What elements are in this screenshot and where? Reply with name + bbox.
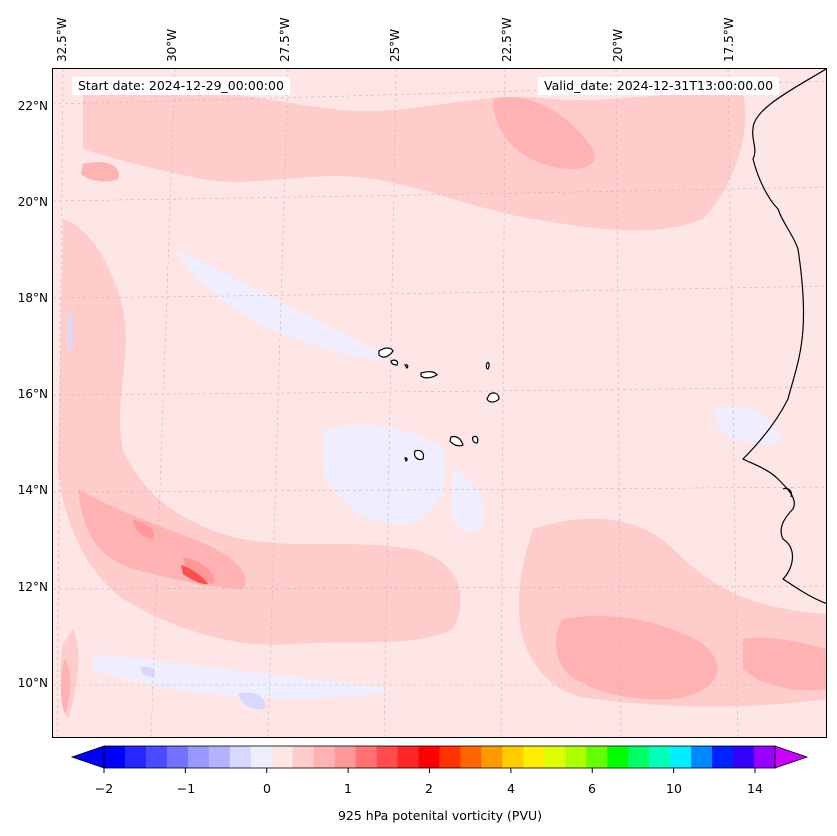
colorbar-cell	[124, 746, 147, 768]
colorbar-cell	[712, 746, 734, 768]
graticule	[53, 69, 826, 737]
colorbar-cell	[460, 746, 482, 768]
lat-label-10n: 10°N	[17, 676, 48, 690]
colorbar-outline	[103, 745, 776, 769]
valid-date-label: Valid_date: 2024-12-31T13:00:00.00	[538, 77, 780, 95]
colorbar-cell	[418, 746, 440, 768]
colorbar-title: 925 hPa potenital vorticity (PVU)	[337, 808, 543, 823]
pv-level-light-pink	[58, 86, 826, 719]
lat-label-16n: 16°N	[17, 387, 48, 401]
start-date-label: Start date: 2024-12-29_00:00:00	[72, 77, 290, 95]
colorbar-cell	[649, 746, 671, 768]
colorbar-cell	[502, 746, 524, 768]
cb-tick-label: 10	[666, 781, 682, 796]
lat-label-20n: 20°N	[17, 195, 48, 209]
lat-label-22n: 22°N	[17, 99, 48, 113]
lon-label-30w: 30°W	[165, 28, 179, 62]
colorbar-ticks	[103, 768, 756, 773]
pv-level-light-blue	[67, 309, 266, 710]
cb-tick-label: 14	[747, 781, 763, 796]
lat-label-12n: 12°N	[17, 580, 48, 594]
colorbar-cell	[544, 746, 566, 768]
lat-label-18n: 18°N	[17, 291, 48, 305]
lon-label-22-5w: 22.5°W	[500, 17, 514, 62]
colorbar-cell	[187, 746, 210, 768]
colorbar-under-triangle	[70, 745, 105, 769]
colorbar-cell	[754, 746, 776, 768]
colorbar-cell	[439, 746, 461, 768]
colorbar-cell	[334, 746, 357, 768]
pv-level-medium-pink	[60, 97, 826, 714]
colorbar-cell	[565, 746, 587, 768]
colorbar-cells	[104, 746, 776, 768]
cb-tick-label: 2	[425, 781, 433, 796]
colorbar-cell	[313, 746, 336, 768]
colorbar-cell	[607, 746, 629, 768]
map-panel	[52, 68, 827, 738]
colorbar-cell	[229, 746, 252, 768]
colorbar-cell	[104, 746, 126, 768]
colorbar-cell	[670, 746, 692, 768]
colorbar-cell	[166, 746, 189, 768]
colorbar-cell	[628, 746, 650, 768]
colorbar-cell	[586, 746, 608, 768]
colorbar-cell	[523, 746, 545, 768]
colorbar-cell	[733, 746, 755, 768]
lon-label-32-5w: 32.5°W	[55, 17, 69, 62]
cb-tick-label: −1	[176, 781, 196, 796]
pv-level-pale-blue	[93, 249, 783, 699]
colorbar-cell	[271, 746, 294, 768]
colorbar-cell	[250, 746, 273, 768]
colorbar-cell	[145, 746, 168, 768]
colorbar-cell	[397, 746, 420, 768]
lon-label-17-5w: 17.5°W	[722, 17, 736, 62]
cb-tick-label: 6	[588, 781, 596, 796]
colorbar-cell	[292, 746, 315, 768]
colorbar-cell	[481, 746, 503, 768]
lon-label-20w: 20°W	[611, 28, 625, 62]
cb-tick-label: 1	[344, 781, 352, 796]
colorbar-cell	[691, 746, 713, 768]
cb-tick-label: −2	[94, 781, 114, 796]
lon-label-27-5w: 27.5°W	[278, 17, 292, 62]
lat-label-14n: 14°N	[17, 483, 48, 497]
cb-tick-label: 4	[507, 781, 515, 796]
cb-tick-label: 0	[263, 781, 271, 796]
islands	[378, 347, 500, 462]
pv-contour-map	[53, 69, 826, 737]
colorbar-over-triangle	[774, 745, 809, 769]
colorbar-cell	[376, 746, 399, 768]
colorbar-cell	[208, 746, 231, 768]
coastline	[741, 69, 826, 604]
lon-label-25w: 25°W	[388, 28, 402, 62]
colorbar-cell	[355, 746, 378, 768]
